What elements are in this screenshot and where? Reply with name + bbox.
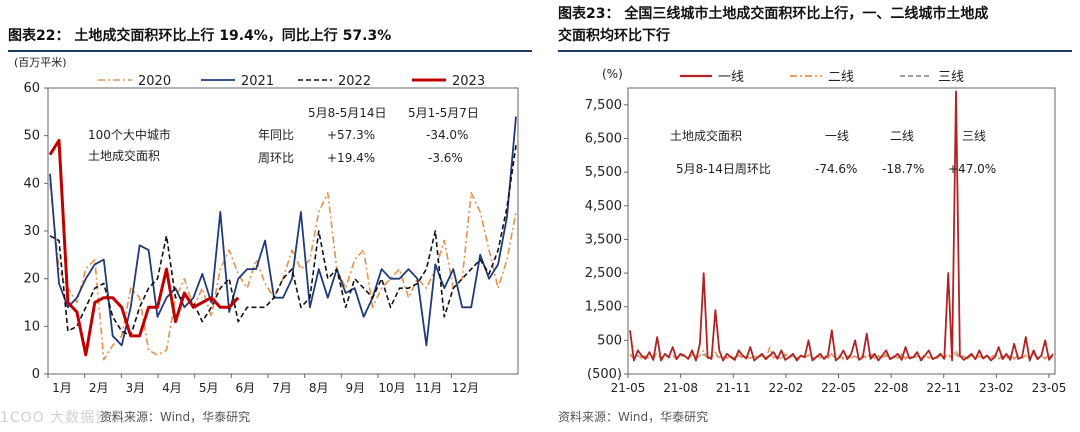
left-series-2023 (48, 138, 240, 357)
right-x-tick-label: 21-11 (716, 381, 751, 395)
right-annot-col2: 二线 (890, 129, 914, 143)
right-annot-header-label: 土地成交面积 (670, 128, 742, 143)
left-x-tick-label: 5月 (199, 381, 219, 395)
right-x-tick-label: 22-11 (926, 381, 961, 395)
right-x-tick-label: 22-05 (821, 381, 856, 395)
left-annot-row2-label: 周环比 (258, 151, 294, 165)
right-annot-v3: +47.0% (948, 162, 996, 176)
left-x-tick-label: 9月 (346, 381, 366, 395)
left-y-tick-label: 0 (32, 367, 40, 382)
left-legend-label-2023: 2023 (452, 74, 485, 89)
left-legend-label-2022: 2022 (338, 74, 371, 89)
left-annot-block-title-2: 土地成交面积 (88, 148, 160, 163)
left-y-tick-label: 10 (23, 319, 40, 334)
right-x-tick-label: 23-05 (1032, 381, 1067, 395)
left-chart-title: 图表22： 土地成交面积环比上行 19.4%，同比上行 57.3% (8, 28, 392, 44)
left-x-tick-label: 3月 (126, 381, 146, 395)
right-x-tick-label: 22-02 (768, 381, 803, 395)
left-title-rule (8, 50, 532, 52)
right-annot-v1: -74.6% (815, 162, 857, 176)
right-annot-col3: 三线 (962, 129, 986, 143)
left-series-2020 (49, 183, 517, 361)
right-title-rule (558, 50, 1072, 52)
left-y-tick-label: 50 (23, 129, 40, 144)
right-chart-panel: 图表23： 全国三线城市土地成交面积环比上行，一、二线城市土地成 交面积均环比下… (550, 0, 1080, 431)
left-y-axis-label: (百万平米) (14, 56, 67, 69)
right-annot-row-label: 5月8-14日周环比 (676, 162, 771, 176)
left-annot-col2-header: 5月1-5月7日 (408, 106, 479, 120)
right-y-tick-label: 2,500 (585, 266, 622, 281)
right-y-tick-label: 1,500 (585, 300, 622, 315)
left-series-2022 (49, 145, 517, 337)
left-x-tick-label: 2月 (89, 381, 109, 395)
right-y-tick-label: 3,500 (585, 232, 622, 247)
left-y-tick-label: 40 (23, 176, 40, 191)
left-x-tick-label: 7月 (272, 381, 292, 395)
right-series-一线 (629, 90, 1054, 362)
left-legend-label-2021: 2021 (241, 74, 274, 89)
right-legend-label-1: 二线 (828, 70, 854, 85)
right-legend-label-2: 三线 (938, 70, 964, 85)
left-chart-panel: 图表22： 土地成交面积环比上行 19.4%，同比上行 57.3% 0 10 20 3… (0, 0, 540, 431)
left-x-tick-label: 1月 (52, 381, 72, 395)
right-y-tick-label: 4,500 (585, 199, 622, 214)
left-annot-row2-v1: +19.4% (327, 151, 375, 165)
right-annot-v2: -18.7% (882, 162, 924, 176)
right-y-tick-label: (500) (587, 367, 622, 382)
right-chart-title-line2: 交面积均环比下行 (558, 28, 670, 44)
right-y-tick-label: 5,500 (585, 165, 622, 180)
watermark: 1COO 大数据资讯 (0, 410, 126, 426)
right-x-tick-label: 22-08 (874, 381, 909, 395)
left-x-tick-label: 6月 (236, 381, 256, 395)
left-x-tick-label: 11月 (415, 381, 442, 395)
left-legend-label-2020: 2020 (138, 74, 171, 89)
left-x-tick-label: 4月 (162, 381, 182, 395)
left-line-chart: 0 10 20 30 40 50 60 (百万平米) 1月 2月 3月 4月 5月 6月 7月 8月 9月 10月… (14, 56, 519, 395)
right-y-tick-label: 500 (597, 333, 622, 348)
right-chart-title-line1: 图表23： 全国三线城市土地成交面积环比上行，一、二线城市土地成 (558, 6, 989, 22)
right-y-tick-label: 6,500 (585, 131, 622, 146)
left-annot-row1-v1: +57.3% (327, 128, 375, 142)
left-y-tick-label: 60 (23, 81, 40, 96)
right-source-note: 资料来源：Wind，华泰研究 (558, 410, 709, 424)
left-x-tick-label: 12月 (452, 381, 479, 395)
left-series-2021 (49, 116, 517, 347)
right-legend-label-0: 一线 (718, 70, 744, 85)
right-line-chart: (500) 500 1,500 2,500 3,500 4,500 5,500 6,500 7,… (585, 67, 1067, 395)
left-annot-block-title-1: 100个大中城市 (88, 127, 171, 142)
right-plot-frame (627, 87, 1056, 375)
left-x-tick-label: 8月 (309, 381, 329, 395)
left-source-note: 资料来源：Wind，华泰研究 (100, 410, 251, 424)
right-x-tick-label: 21-08 (663, 381, 698, 395)
left-x-tick-label: 10月 (378, 381, 405, 395)
right-x-tick-label: 23-02 (979, 381, 1014, 395)
right-y-axis-label: (%) (602, 67, 623, 81)
left-y-tick-label: 30 (23, 224, 40, 239)
left-annot-row2-v2: -3.6% (428, 151, 463, 165)
left-annot-col1-header: 5月8-5月14日 (308, 106, 387, 120)
right-x-tick-label: 21-05 (611, 381, 646, 395)
left-y-tick-label: 20 (23, 272, 40, 287)
right-annot-col1: 一线 (825, 129, 849, 143)
right-y-tick-label: 7,500 (585, 98, 622, 113)
left-annot-row1-v2: -34.0% (426, 128, 468, 142)
left-annot-row1-label: 年同比 (258, 128, 294, 142)
